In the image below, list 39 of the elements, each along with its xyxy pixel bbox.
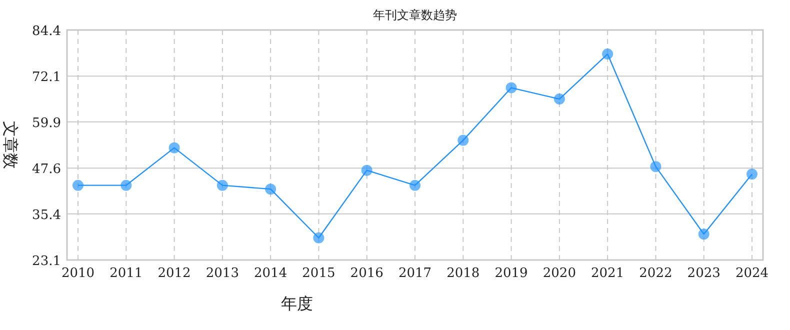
x-tick-label: 2020 (542, 266, 576, 281)
x-tick-label: 2023 (687, 266, 720, 281)
y-axis-title: 文章数 (1, 121, 20, 169)
x-tick-label: 2014 (254, 266, 288, 281)
y-tick-label: 23.1 (32, 254, 61, 269)
x-tick-label: 2021 (591, 266, 624, 281)
chart-title: 年刊文章数趋势 (373, 8, 457, 22)
point (72, 180, 84, 191)
point (168, 142, 180, 154)
point (650, 161, 662, 172)
x-tick-label: 2016 (350, 266, 384, 281)
point (554, 94, 565, 105)
point (506, 82, 517, 94)
x-tick-label: 2012 (158, 266, 191, 281)
point (120, 180, 132, 191)
point (216, 180, 228, 191)
x-tick-label: 2010 (61, 266, 95, 281)
x-tick-label: 2015 (302, 266, 336, 281)
point (458, 134, 469, 146)
point (313, 232, 324, 244)
x-tick-label: 2019 (494, 266, 528, 281)
x-tick-label: 2017 (398, 266, 432, 281)
point (602, 48, 614, 60)
y-tick-label: 35.4 (32, 208, 61, 223)
x-tick-label: 2024 (735, 266, 769, 281)
point (698, 228, 710, 240)
y-tick-label: 84.4 (32, 24, 61, 39)
x-tick-label: 2013 (206, 266, 239, 281)
y-tick-label: 47.6 (32, 162, 61, 178)
x-tick-label: 2022 (639, 266, 672, 281)
x-axis-title: 年度 (281, 294, 313, 313)
y-tick-label: 59.9 (32, 116, 61, 131)
y-tick-label: 72.1 (32, 70, 61, 86)
x-tick-label: 2018 (446, 266, 480, 281)
point (265, 184, 276, 195)
point (361, 164, 372, 176)
point (746, 168, 758, 180)
x-tick-label: 2011 (110, 266, 143, 281)
point (410, 180, 420, 191)
